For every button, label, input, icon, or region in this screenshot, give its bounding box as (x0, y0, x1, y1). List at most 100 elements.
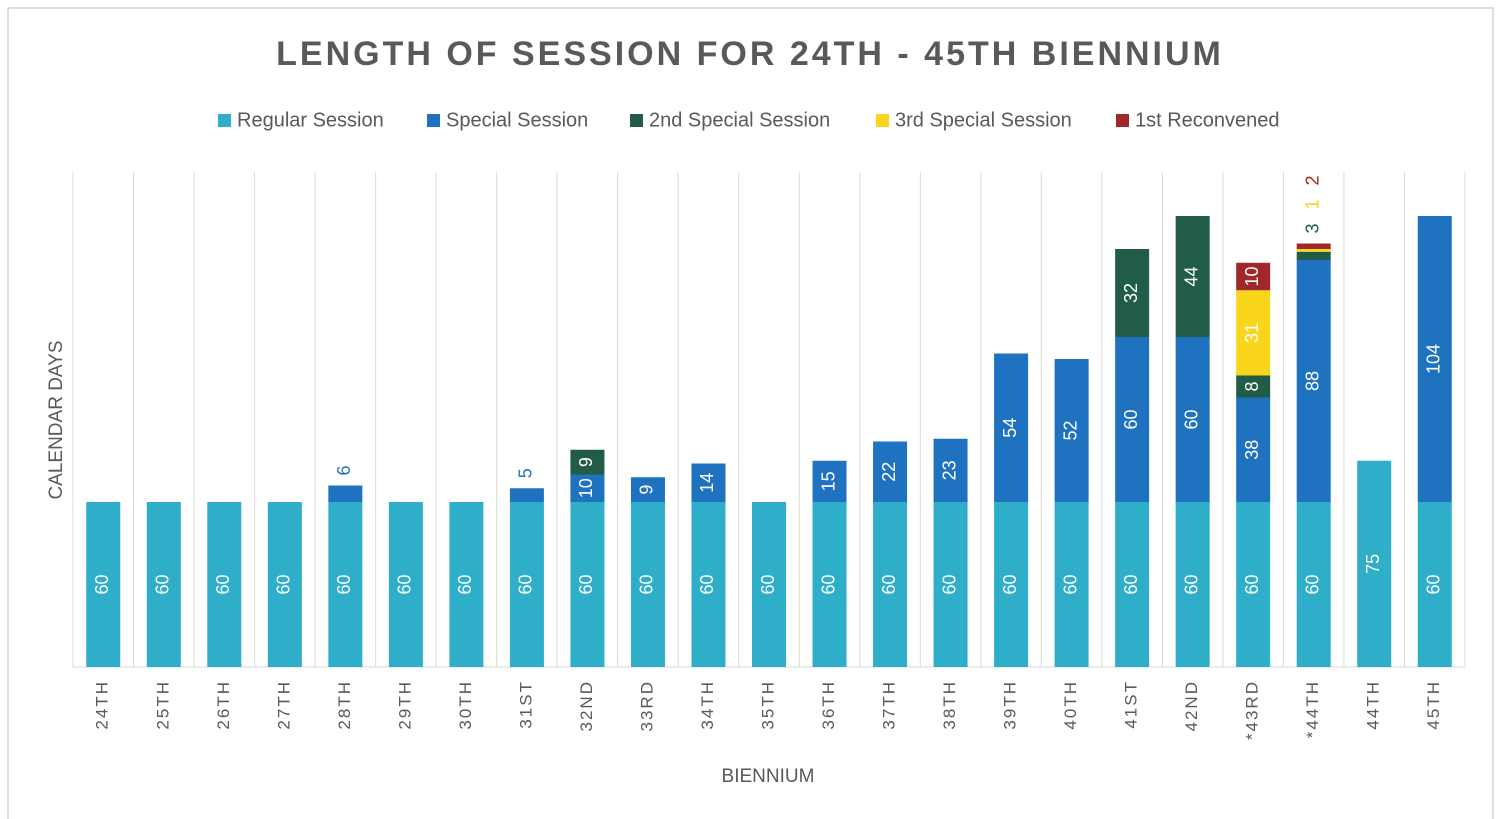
x-tick-label: 31ST (516, 680, 535, 729)
x-tick-label: 41ST (1122, 680, 1141, 729)
bar-segment (1236, 375, 1271, 398)
data-label: 1 (1302, 199, 1322, 209)
data-label: 60 (1060, 574, 1080, 594)
x-tick-label: 30TH (456, 680, 475, 730)
data-label: 15 (818, 471, 838, 491)
data-label: 5 (516, 468, 536, 478)
data-label: 60 (455, 574, 475, 594)
data-label: 104 (1423, 344, 1443, 374)
bar-segment (1296, 251, 1331, 260)
bar-segment (267, 502, 302, 667)
x-tick-label: 42ND (1182, 680, 1201, 731)
bar-segment (812, 460, 847, 502)
data-label: 8 (1242, 381, 1262, 391)
legend-swatch (630, 114, 643, 127)
bar-segment (1054, 502, 1089, 667)
data-label: 60 (274, 574, 294, 594)
data-label: 60 (1181, 574, 1201, 594)
x-tick-label: *44TH (1303, 680, 1322, 738)
data-label: 60 (697, 574, 717, 594)
legend-swatch (1116, 114, 1129, 127)
bar-segment (509, 502, 544, 667)
data-label: 60 (1302, 574, 1322, 594)
bar-segment (1296, 502, 1331, 667)
data-label: 60 (758, 574, 778, 594)
legend-label: 2nd Special Session (649, 109, 830, 131)
bar-segment (509, 488, 544, 502)
bar-segment (1115, 502, 1150, 667)
data-label: 60 (1242, 574, 1262, 594)
data-label: 14 (697, 473, 717, 493)
data-label: 88 (1302, 371, 1322, 391)
data-label: 75 (1363, 554, 1383, 574)
chart-title: LENGTH OF SESSION FOR 24TH - 45TH BIENNI… (276, 35, 1224, 73)
data-label: 54 (1000, 418, 1020, 438)
data-label: 23 (939, 460, 959, 480)
data-label: 60 (939, 574, 959, 594)
bar-segment (812, 502, 847, 667)
bar-segment (1236, 262, 1271, 291)
bar-segment (1236, 502, 1271, 667)
bar-segment (1115, 249, 1150, 337)
legend-label: 1st Reconvened (1135, 109, 1280, 131)
x-axis-label: BIENNIUM (722, 766, 815, 787)
bar-segment (86, 502, 121, 667)
legend-label: 3rd Special Session (895, 109, 1072, 131)
data-label: 32 (1121, 283, 1141, 303)
bar-segment (1175, 216, 1210, 337)
bar-segment (752, 502, 786, 667)
data-label: 3 (1302, 223, 1322, 233)
x-tick-label: *43RD (1243, 680, 1262, 740)
bar-segment (1236, 397, 1271, 502)
data-label: 60 (1423, 574, 1443, 594)
bar-segment (1175, 502, 1210, 667)
x-tick-label: 32ND (577, 680, 596, 731)
x-tick-label: 45TH (1424, 680, 1443, 730)
data-label: 9 (576, 457, 596, 467)
data-label: 60 (92, 574, 112, 594)
data-label: 60 (516, 574, 536, 594)
data-label: 60 (576, 574, 596, 594)
x-tick-label: 33RD (637, 680, 656, 731)
x-tick-label: 26TH (214, 680, 233, 730)
x-tick-label: 36TH (819, 680, 838, 730)
bar-segment (1296, 243, 1331, 249)
x-tick-label: 27TH (274, 680, 293, 730)
bar-segment (1175, 337, 1210, 502)
bar-segment (146, 502, 181, 667)
bar-segment (1296, 249, 1331, 252)
data-label: 22 (879, 462, 899, 482)
data-label: 6 (334, 465, 354, 475)
x-tick-label: 35TH (758, 680, 777, 730)
bar-segment (1417, 502, 1452, 667)
data-label: 2 (1302, 175, 1322, 185)
x-tick-label: 40TH (1061, 680, 1080, 730)
bar-segment (570, 502, 605, 667)
x-tick-label: 37TH (880, 680, 899, 730)
data-label: 60 (1121, 409, 1141, 429)
bar-segment (933, 438, 968, 502)
data-label: 9 (637, 485, 657, 495)
data-label: 60 (395, 574, 415, 594)
x-tick-label: 39TH (1001, 680, 1020, 730)
bar-segment (449, 502, 484, 667)
bar-segment (570, 449, 605, 475)
data-label: 10 (1242, 266, 1262, 286)
bar-segment (328, 485, 363, 502)
bar-segment (691, 463, 726, 502)
data-label: 60 (1121, 574, 1141, 594)
bar-segment (630, 477, 665, 502)
data-label: 60 (334, 574, 354, 594)
bar-segment (933, 502, 968, 667)
data-label: 60 (1000, 574, 1020, 594)
bar-segment (1115, 337, 1150, 502)
data-label: 38 (1242, 440, 1262, 460)
x-tick-label: 38TH (940, 680, 959, 730)
data-label: 60 (153, 574, 173, 594)
bar-segment (994, 502, 1029, 667)
x-tick-label: 29TH (395, 680, 414, 730)
bar-segment (630, 502, 665, 667)
legend-swatch (427, 114, 440, 127)
legend-swatch (876, 114, 889, 127)
bar-segment (207, 502, 242, 667)
